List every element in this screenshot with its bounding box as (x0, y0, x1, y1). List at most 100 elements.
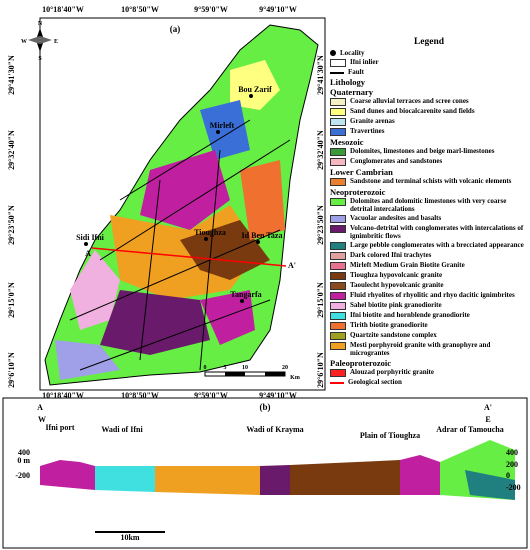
compass-label: N (38, 21, 43, 27)
unit-patch (240, 160, 285, 240)
coord-label: 29°41'30"N (7, 55, 16, 95)
section-dir: W (38, 415, 46, 424)
legend-label: Geological section (348, 378, 402, 386)
coord-label: 10°8'50"W (121, 5, 159, 14)
compass-label: S (38, 56, 42, 62)
scale-bar (204, 371, 286, 377)
place-label: Tangarfa (230, 290, 261, 299)
legend-heading: Quaternary (330, 87, 373, 97)
unit-patch (180, 220, 270, 280)
axis-label: -200 (506, 483, 521, 492)
legend-item: Sand dunes and biocalcarenite sand field… (330, 107, 528, 116)
legend-label: Alouzad porphyritic granite (350, 368, 434, 376)
compass-label: W (21, 39, 27, 45)
legend-heading: Lower Cambrian (330, 167, 393, 177)
legend-label: Sandstone and terminal schists with volc… (350, 177, 512, 185)
legend-swatch (330, 282, 346, 290)
legend-item: Mesti porphyroid granite with granophyre… (330, 341, 528, 357)
coord-label: 10°18'40"W (42, 391, 84, 400)
legend-item: Fluid rhyolites of rhyolitic and rhyo da… (330, 291, 528, 300)
legend-label: Taoulecht hypovolcanic granite (350, 281, 444, 289)
coord-label: 9°59'0"W (194, 5, 228, 14)
legend-swatch (330, 72, 344, 74)
legend-label: Vacuolar andesites and basalts (350, 214, 442, 222)
locality (249, 94, 253, 98)
faults (69, 119, 291, 371)
scale-label: 10km (120, 533, 139, 542)
legend-swatch (330, 302, 346, 310)
place-label: Tioughza (194, 228, 226, 237)
locality (84, 242, 88, 246)
axis-label: 0 (506, 471, 510, 480)
feature-label: Ifni port (45, 423, 74, 432)
section-line (91, 247, 287, 267)
legend-heading: Paleoproterozoic (330, 358, 392, 368)
legend-item: Sandstone and terminal schists with volc… (330, 177, 528, 186)
legend-item: Granite arenas (330, 117, 528, 126)
coord-label: 29°41'30"N (316, 55, 325, 95)
feature-label: Wadi of Ifni (101, 425, 143, 434)
legend-label: Large pebble conglomerates with a brecci… (350, 241, 524, 249)
place-label: Mirleft (210, 121, 235, 130)
coord-label: 10°18'40"W (42, 5, 84, 14)
locality (204, 237, 208, 241)
unit-patch (55, 340, 120, 380)
legend-label: Dolomites and dolomitic limestones with … (350, 197, 507, 213)
coord-label: 29°32'40"N (316, 130, 325, 170)
legend-swatch (330, 272, 346, 280)
axis-label: 400 (18, 448, 30, 457)
unit-patch (140, 150, 230, 230)
legend-label: Mirleft Medium Grain Biotite Granite (350, 261, 465, 269)
legend-swatch (330, 158, 346, 166)
legend-swatch (330, 369, 346, 377)
legend-title: Legend (413, 37, 445, 47)
legend-item: Dolomites, limestones and beige marl-lim… (330, 147, 528, 156)
legend-item: Travertines (330, 127, 528, 136)
axis-label: 400 (506, 448, 518, 457)
feature-label: Wadi of Krayma (246, 425, 303, 434)
legend-swatch (330, 198, 346, 206)
legend-item: Conglomerates and sandstones (330, 157, 528, 166)
feature-label: Plain of Tioughza (360, 431, 420, 440)
legend-label: Quartzite sandstone complex (350, 331, 437, 339)
section-dir: E (485, 415, 490, 424)
legend-heading: Neoproterozoic (330, 187, 386, 197)
compass-label: E (54, 39, 58, 45)
coord-label: 29°23'50"N (316, 205, 325, 245)
legend: Legend Locality Ifni inlier Fault Lithology Q… (330, 37, 528, 387)
legend-label: Sahel biotite pink granodiorite (350, 301, 442, 309)
legend-item: Fault (330, 68, 528, 76)
coord-label: 9°49'10"W (259, 5, 297, 14)
compass (28, 28, 52, 52)
legend-item: Mirleft Medium Grain Biotite Granite (330, 261, 528, 270)
legend-swatch (330, 108, 346, 116)
scale-label: 5 (224, 365, 227, 371)
legend-swatch (330, 252, 346, 260)
legend-label: Travertines (350, 127, 385, 135)
unit-patch (200, 100, 250, 160)
legend-item: Sahel biotite pink granodiorite (330, 301, 528, 310)
unit-patch (100, 290, 210, 355)
coord-label: 10°8'50"W (121, 391, 159, 400)
legend-label: Dolomites, limestones and beige marl-lim… (350, 147, 495, 155)
legend-label: Tirith biotite granodiorite (350, 321, 428, 329)
legend-swatch (330, 322, 346, 330)
scale-label: Km (290, 375, 300, 381)
legend-label: Locality (340, 49, 365, 57)
coord-label: 29°15'0"N (316, 282, 325, 318)
place-label: Bou Zarif (238, 85, 272, 94)
legend-item: Large pebble conglomerates with a brecci… (330, 241, 528, 250)
map-label: (a) (170, 24, 181, 34)
legend-label: Ifni inlier (350, 58, 379, 66)
legend-swatch (330, 148, 346, 156)
coord-label: 29°32'40"N (7, 130, 16, 170)
legend-swatch (330, 59, 346, 67)
axis-label: 200 (506, 460, 518, 469)
legend-swatch (330, 225, 346, 233)
legend-item: Dark colored Ifni trachytes (330, 251, 528, 260)
legend-swatch (330, 128, 346, 136)
legend-swatch (330, 292, 346, 300)
coord-label: 9°49'10"W (259, 391, 297, 400)
scale-label: 20 (282, 365, 288, 371)
